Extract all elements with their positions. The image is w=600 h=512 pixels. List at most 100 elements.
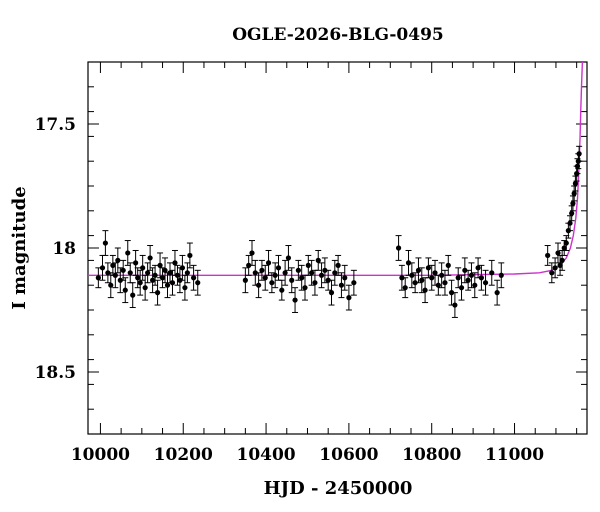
data-point <box>322 267 328 273</box>
data-point <box>557 262 563 268</box>
data-point <box>478 275 485 281</box>
x-tick-label: 10600 <box>319 445 378 465</box>
data-point <box>439 272 445 278</box>
data-point <box>563 240 569 246</box>
x-axis-label: HJD - 2450000 <box>264 478 413 499</box>
x-tick-label: 10200 <box>154 445 213 465</box>
data-point <box>102 240 108 246</box>
y-tick-label: 17.5 <box>35 115 76 135</box>
data-point <box>561 245 567 251</box>
data-point <box>465 277 471 283</box>
data-point <box>395 245 402 251</box>
data-point <box>498 272 504 278</box>
chart-title: OGLE-2026-BLG-0495 <box>232 25 444 45</box>
data-point <box>545 252 551 259</box>
data-point <box>289 277 295 283</box>
data-point <box>429 275 435 281</box>
data-point <box>452 302 458 308</box>
data-point <box>195 280 201 286</box>
data-point <box>422 287 428 293</box>
data-point <box>147 255 153 261</box>
data-point <box>458 285 465 291</box>
x-tick-label: 10000 <box>71 445 130 465</box>
data-point <box>445 262 451 268</box>
data-point <box>272 272 278 278</box>
data-point <box>110 262 116 268</box>
data-point <box>571 190 577 197</box>
data-point <box>335 262 341 268</box>
data-point <box>419 277 425 283</box>
data-point <box>282 270 288 276</box>
data-point <box>130 292 136 298</box>
data-point <box>279 287 285 293</box>
data-point <box>455 275 461 281</box>
data-point <box>174 272 181 278</box>
data-point <box>262 275 268 281</box>
data-point <box>179 265 186 271</box>
x-tick-label: 11000 <box>485 445 544 465</box>
data-point <box>256 282 262 288</box>
data-point <box>120 267 126 273</box>
data-point <box>164 282 171 288</box>
data-point <box>157 262 163 268</box>
data-point <box>409 272 415 278</box>
data-point <box>115 257 121 263</box>
data-point <box>346 295 352 301</box>
data-point <box>152 272 158 278</box>
data-point <box>342 275 348 281</box>
data-points-group <box>95 145 583 318</box>
data-point <box>475 265 481 271</box>
data-point <box>448 290 455 296</box>
data-point <box>95 275 101 281</box>
data-point <box>328 290 335 296</box>
data-point <box>432 270 438 276</box>
data-point <box>576 151 582 157</box>
data-point <box>482 280 489 286</box>
data-point <box>169 280 176 286</box>
data-point <box>182 285 188 291</box>
data-point <box>325 277 331 283</box>
data-point <box>150 277 156 283</box>
data-point <box>285 255 292 261</box>
axis-ticks <box>88 61 587 435</box>
data-point <box>142 285 148 291</box>
data-point <box>122 287 128 293</box>
data-point <box>127 270 133 276</box>
data-point <box>572 180 579 187</box>
data-point <box>559 257 565 263</box>
data-point <box>246 262 252 268</box>
data-point <box>295 267 301 273</box>
data-point <box>405 260 412 266</box>
data-point <box>399 275 405 281</box>
data-point <box>555 250 561 256</box>
data-point <box>259 267 265 273</box>
data-point <box>190 275 197 281</box>
data-point <box>468 272 475 278</box>
axis-tick-labels: 10000 10200 10400 10600 10800 11000 17.5 18 18.5 <box>35 115 545 465</box>
data-point <box>338 282 345 288</box>
data-point <box>133 260 139 266</box>
plot-frame <box>87 61 588 435</box>
data-point <box>569 210 575 216</box>
data-point <box>292 297 298 303</box>
data-point <box>159 275 166 281</box>
data-point <box>415 267 422 273</box>
y-tick-label: 18.5 <box>35 363 76 383</box>
data-point <box>309 270 315 276</box>
data-point <box>315 257 321 263</box>
model-curve-group <box>88 61 584 276</box>
data-point <box>412 280 418 286</box>
data-point <box>145 270 151 276</box>
data-point <box>140 265 146 271</box>
data-point <box>187 252 193 259</box>
data-point <box>567 220 573 226</box>
data-point <box>135 275 141 281</box>
data-point <box>494 290 500 296</box>
data-point <box>552 265 558 271</box>
x-tick-label: 10800 <box>402 445 461 465</box>
y-tick-label: 18 <box>52 239 76 259</box>
data-point <box>162 267 168 273</box>
data-point <box>299 275 305 281</box>
data-point <box>269 280 275 286</box>
data-point <box>574 163 581 169</box>
